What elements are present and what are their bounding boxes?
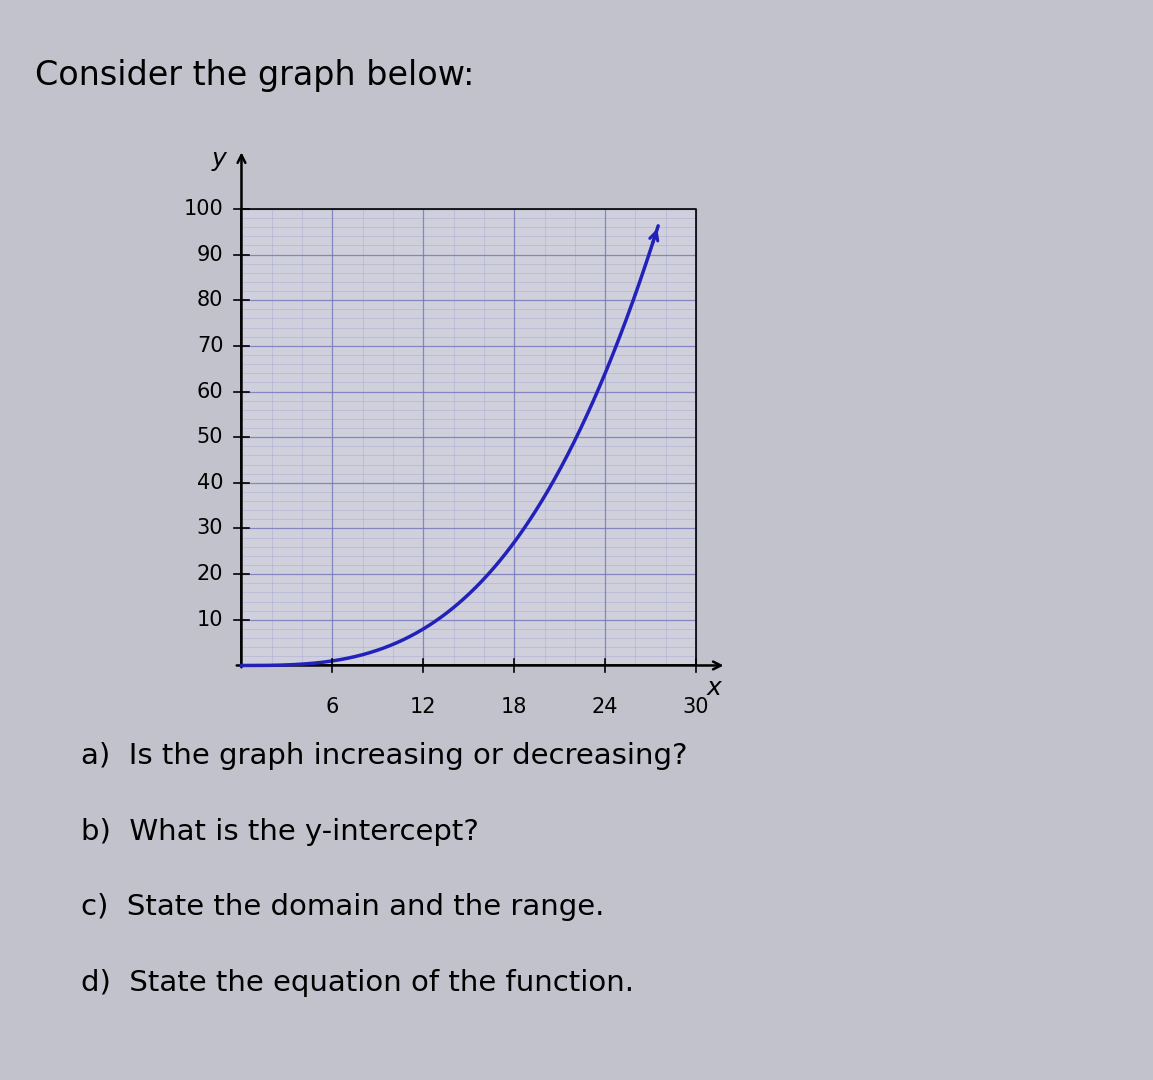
Text: 24: 24 [591,698,618,717]
Bar [241,208,696,665]
Text: 10: 10 [197,610,224,630]
Text: x: x [707,676,722,700]
Text: 12: 12 [410,698,437,717]
Text: 30: 30 [197,518,224,539]
Text: 30: 30 [683,698,709,717]
Text: 50: 50 [197,428,224,447]
Text: Consider the graph below:: Consider the graph below: [35,59,474,92]
Text: 80: 80 [197,291,224,310]
Text: 100: 100 [183,199,224,219]
Text: 6: 6 [325,698,339,717]
Text: 40: 40 [197,473,224,492]
Text: 70: 70 [197,336,224,356]
Text: y: y [211,147,226,171]
Text: 90: 90 [197,244,224,265]
Text: b)  What is the y-intercept?: b) What is the y-intercept? [81,818,478,846]
Text: 60: 60 [197,381,224,402]
Text: c)  State the domain and the range.: c) State the domain and the range. [81,893,604,921]
Text: d)  State the equation of the function.: d) State the equation of the function. [81,969,634,997]
Text: 20: 20 [197,564,224,584]
Text: a)  Is the graph increasing or decreasing?: a) Is the graph increasing or decreasing… [81,742,687,770]
Text: 18: 18 [502,698,527,717]
